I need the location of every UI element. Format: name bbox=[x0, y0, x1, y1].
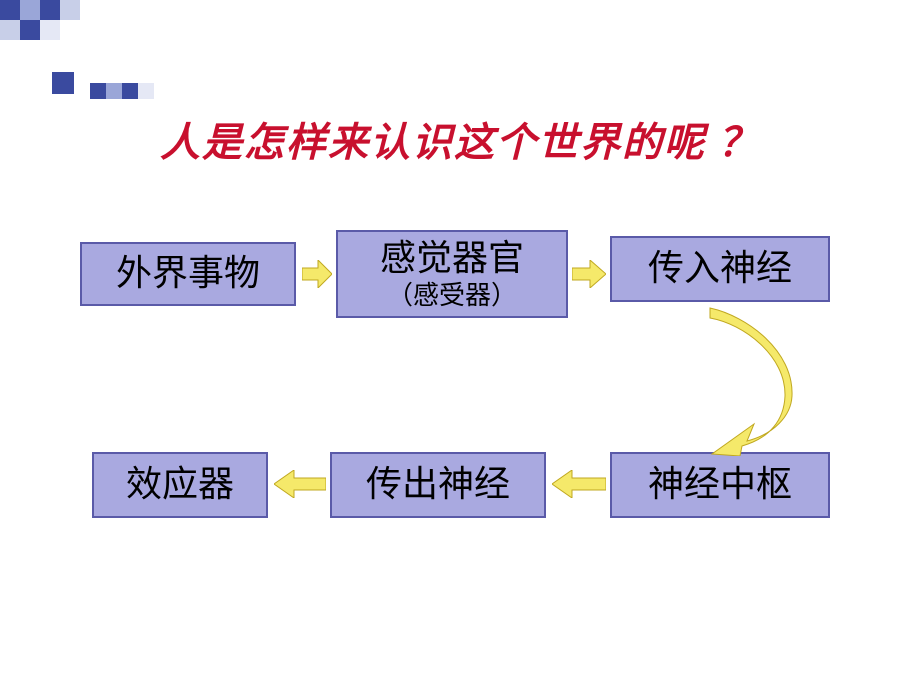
node-sensory-organ: 感觉器官 （感受器） bbox=[336, 230, 568, 318]
arrow-icon bbox=[572, 260, 606, 288]
page-title: 人是怎样来认识这个世界的呢 ？ bbox=[0, 110, 920, 168]
arrow-icon bbox=[274, 470, 326, 498]
node-afferent-nerve: 传入神经 bbox=[610, 236, 830, 302]
curved-arrow-icon bbox=[692, 306, 812, 456]
node-label: 感觉器官 bbox=[380, 237, 524, 280]
flow-diagram: 外界事物 感觉器官 （感受器） 传入神经 神经中枢 传出神经 效应器 bbox=[80, 230, 840, 570]
node-label: 传入神经 bbox=[648, 247, 792, 290]
arrow-icon bbox=[302, 260, 332, 288]
title-bullet-icon bbox=[52, 72, 74, 94]
node-effector: 效应器 bbox=[92, 452, 268, 518]
arrow-icon bbox=[552, 470, 606, 498]
node-label: 神经中枢 bbox=[648, 463, 792, 506]
node-external-object: 外界事物 bbox=[80, 242, 296, 306]
node-nerve-center: 神经中枢 bbox=[610, 452, 830, 518]
title-pixel-strip bbox=[90, 83, 154, 99]
node-label: 传出神经 bbox=[366, 463, 510, 506]
slide: 人是怎样来认识这个世界的呢 ？ 外界事物 感觉器官 （感受器） 传入神经 神经中… bbox=[0, 0, 920, 690]
node-label: 外界事物 bbox=[116, 252, 260, 295]
node-efferent-nerve: 传出神经 bbox=[330, 452, 546, 518]
node-label: 效应器 bbox=[126, 463, 234, 506]
node-sublabel: （感受器） bbox=[387, 280, 517, 311]
corner-decoration bbox=[0, 0, 140, 60]
